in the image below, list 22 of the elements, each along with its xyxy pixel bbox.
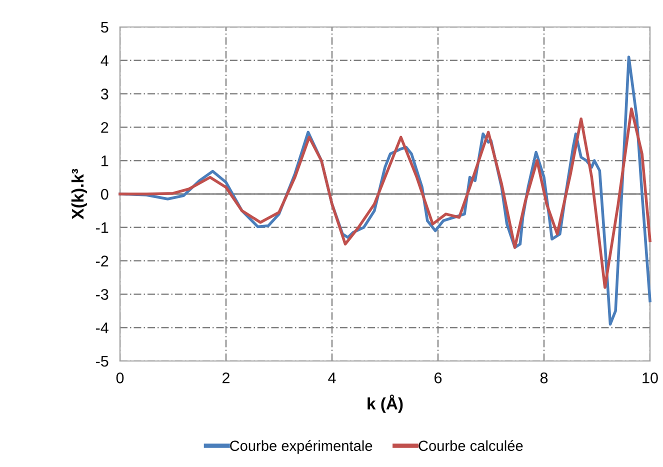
x-tick-label: 8 bbox=[540, 372, 548, 384]
legend-label: Courbe calculée bbox=[418, 440, 523, 451]
x-tick-label: 10 bbox=[642, 372, 658, 384]
y-tick-label: 0 bbox=[100, 188, 108, 200]
y-tick-label: -4 bbox=[96, 322, 108, 334]
y-axis-title: X(k).k³ bbox=[71, 168, 87, 220]
legend-label: Courbe expérimentale bbox=[230, 440, 372, 454]
x-tick-label: 4 bbox=[328, 372, 336, 384]
y-tick-label: 2 bbox=[101, 122, 108, 133]
y-tick-label: 5 bbox=[101, 22, 108, 33]
y-tick-label: -2 bbox=[96, 256, 108, 266]
line-series bbox=[118, 107, 652, 289]
y-tick-label: 1 bbox=[102, 156, 108, 166]
y-tick-label: -3 bbox=[96, 289, 108, 300]
y-tick-label: 3 bbox=[100, 88, 108, 100]
x-tick-label: 2 bbox=[222, 372, 230, 384]
x-axis-title: k (Å) bbox=[368, 394, 403, 413]
x-tick-label: 0 bbox=[116, 372, 124, 384]
y-tick-label: 4 bbox=[100, 55, 108, 66]
y-tick-label: -1 bbox=[96, 222, 108, 233]
y-tick-label: -5 bbox=[96, 356, 108, 367]
x-tick-label: 6 bbox=[434, 372, 442, 384]
